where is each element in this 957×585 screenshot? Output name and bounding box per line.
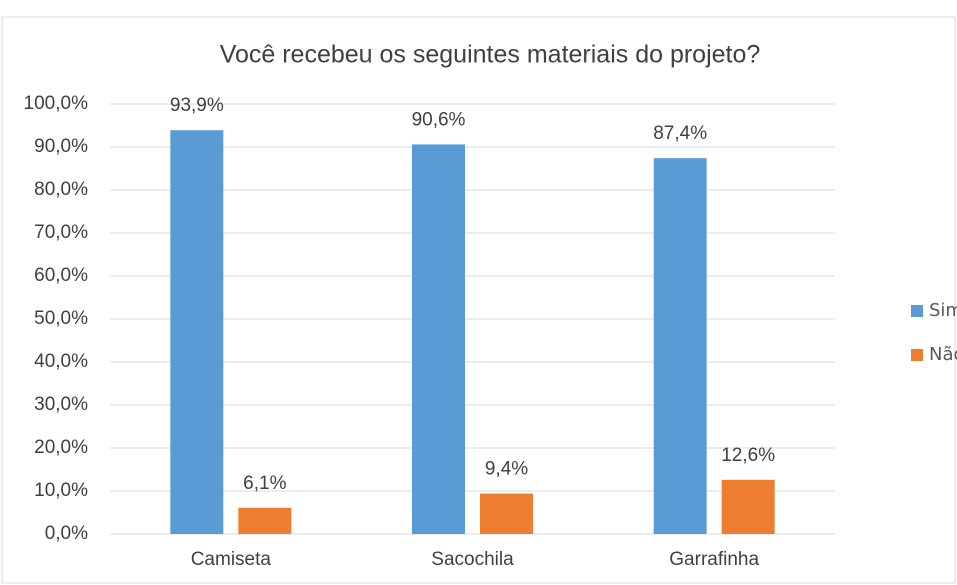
value-label: 9,4% <box>485 459 528 480</box>
y-tick-label: 50,0% <box>34 308 88 329</box>
bar <box>412 144 465 535</box>
x-tick-label: Garrafinha <box>669 549 759 570</box>
value-label: 12,6% <box>721 445 775 466</box>
value-label: 90,6% <box>412 109 466 130</box>
x-tick-label: Sacochila <box>431 549 514 570</box>
legend-swatch <box>911 349 923 361</box>
value-label: 6,1% <box>243 473 286 494</box>
chart-title: Você recebeu os seguintes materiais do p… <box>220 41 761 69</box>
legend-label: Não <box>929 344 957 365</box>
y-tick-label: 60,0% <box>34 265 88 286</box>
y-tick-label: 70,0% <box>34 222 88 243</box>
value-label: 93,9% <box>170 95 224 116</box>
y-tick-label: 80,0% <box>34 179 88 200</box>
chart-border <box>1 16 956 584</box>
bar <box>238 507 292 534</box>
x-tick-label: Camiseta <box>191 549 272 570</box>
y-tick-label: 20,0% <box>34 437 88 458</box>
bar <box>721 479 775 534</box>
legend-swatch <box>911 305 923 317</box>
y-tick-label: 40,0% <box>34 351 88 372</box>
y-tick-label: 0,0% <box>45 523 88 544</box>
bar <box>480 493 533 534</box>
y-tick-label: 90,0% <box>34 136 88 157</box>
value-label: 87,4% <box>653 123 707 144</box>
y-tick-label: 100,0% <box>24 93 89 114</box>
bar <box>653 158 707 534</box>
legend-label: Sim <box>929 300 957 321</box>
y-tick-label: 30,0% <box>34 394 88 415</box>
bar <box>170 130 224 535</box>
y-tick-label: 10,0% <box>34 480 88 501</box>
